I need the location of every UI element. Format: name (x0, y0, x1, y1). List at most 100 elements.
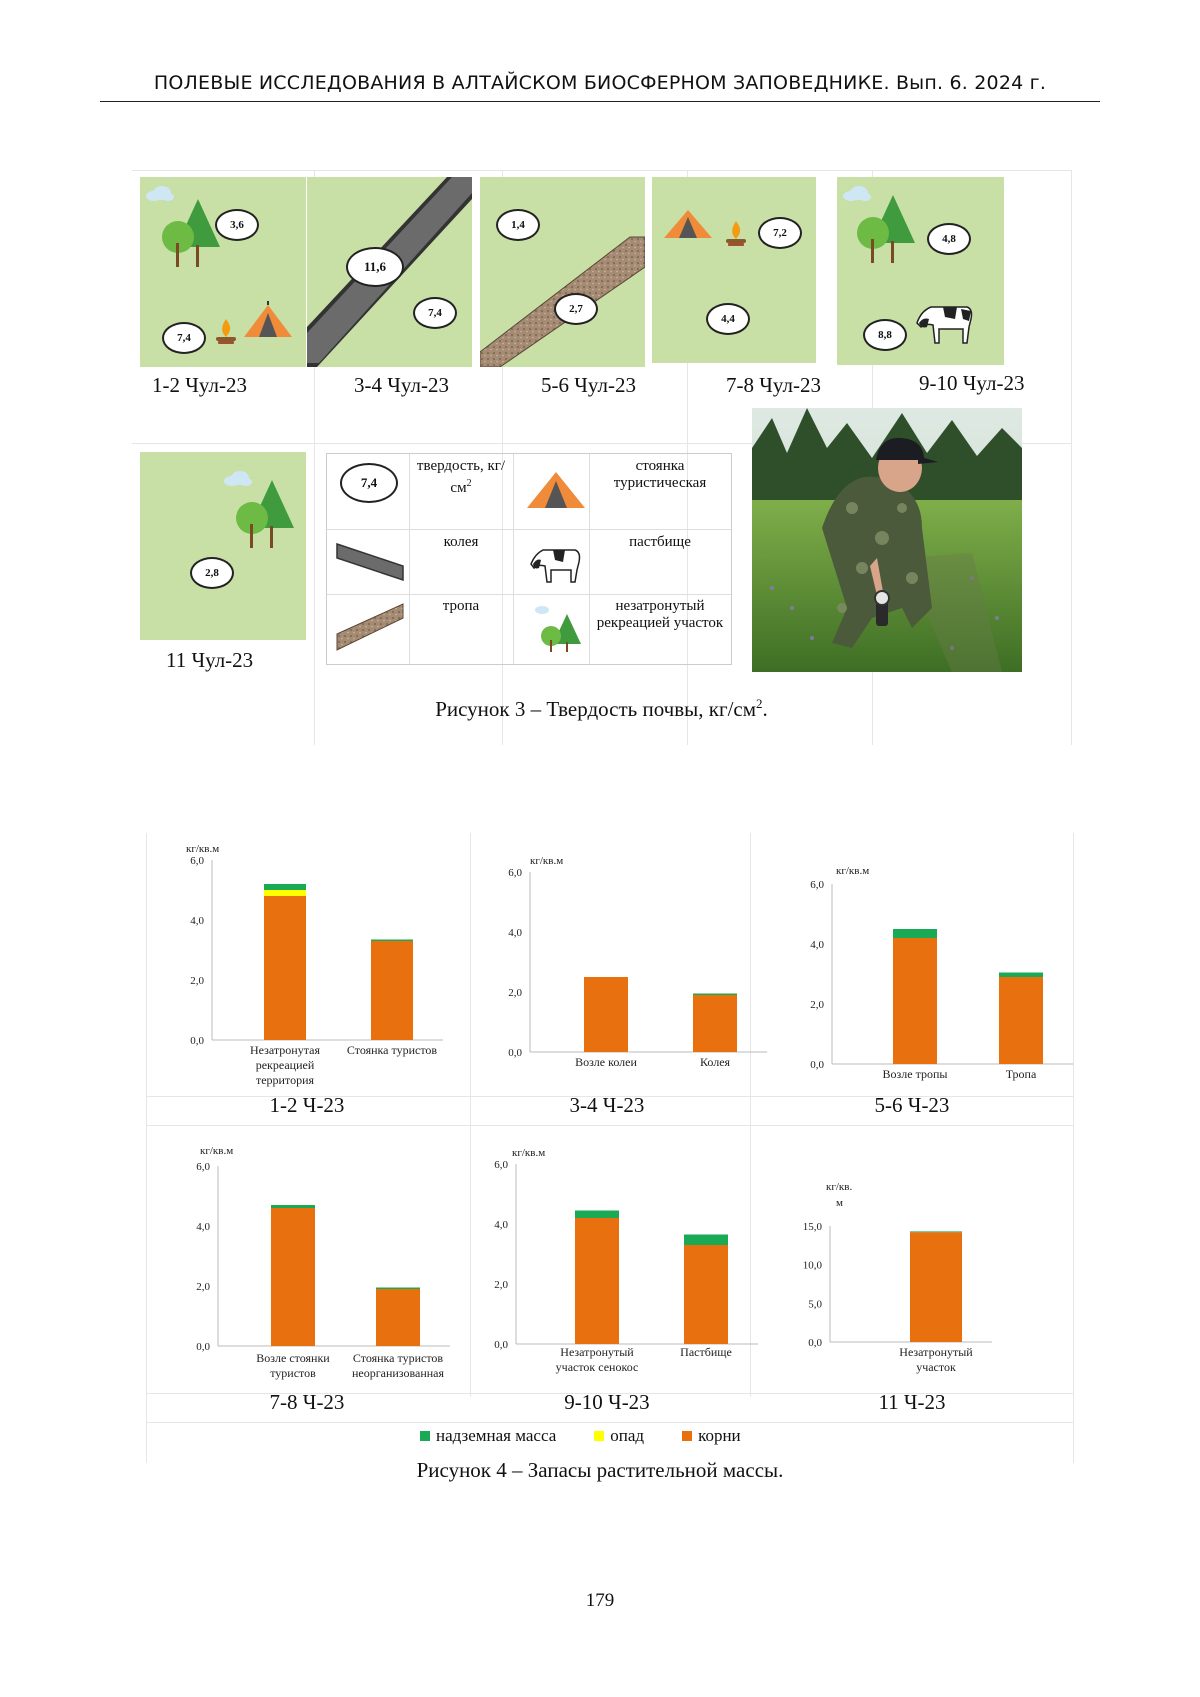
y-tick-label: 10,0 (803, 1260, 823, 1272)
y-tick-label: 6,0 (494, 1159, 508, 1171)
trail-icon (480, 177, 645, 367)
category-label: Колея (700, 1055, 731, 1069)
bar-segment (910, 1231, 962, 1232)
chart-title: 3-4 Ч-23 (507, 1093, 707, 1118)
chart-title: 1-2 Ч-23 (207, 1093, 407, 1118)
bar-segment (999, 977, 1043, 1064)
trees-icon (853, 195, 915, 265)
header-rule (100, 101, 1100, 102)
panel-11: 2,8 (140, 452, 306, 640)
legend-hardness-label: твердость, кг/см2 (409, 458, 513, 497)
bar-segment (271, 1208, 315, 1346)
bar-segment (264, 896, 306, 1040)
bar-chart: кг/кв.м0,02,04,06,0Незатронутаярекреацие… (186, 843, 443, 1087)
y-tick-label: 4,0 (810, 939, 824, 951)
bar-segment (584, 977, 628, 1052)
y-tick-label: 4,0 (508, 927, 522, 939)
legend-roots: корни (682, 1426, 741, 1446)
y-tick-label: 15,0 (803, 1221, 823, 1233)
bar-chart: кг/кв.м0,02,04,06,0Возле тропыТропа (810, 865, 1073, 1081)
legend-cow-icon (531, 542, 581, 584)
y-tick-label: 5,0 (808, 1298, 822, 1310)
figure3-legend: 7,4 твердость, кг/см2 колея тропа стоянк… (326, 453, 732, 665)
figure3-caption: Рисунок 3 – Твердость почвы, кг/см2. (132, 696, 1071, 722)
bar-segment (371, 940, 413, 942)
bar-segment (575, 1218, 619, 1344)
hardness-value: 2,8 (190, 557, 234, 589)
y-tick-label: 2,0 (494, 1279, 508, 1291)
hardness-value: 4,8 (927, 223, 971, 255)
category-label: Незатронутыйучасток (899, 1345, 973, 1374)
y-tick-label: 0,0 (190, 1035, 204, 1047)
category-label: Незатронутыйучасток сенокос (556, 1345, 639, 1374)
y-tick-label: 0,0 (808, 1337, 822, 1349)
chart-title: 5-6 Ч-23 (812, 1093, 1012, 1118)
cow-icon (917, 297, 975, 345)
y-tick-label: 4,0 (494, 1219, 508, 1231)
hardness-value: 4,4 (706, 303, 750, 335)
bar-segment (684, 1235, 728, 1246)
bar-segment (264, 890, 306, 896)
y-tick-label: 6,0 (810, 879, 824, 891)
panel-label: 7-8 Чул-23 (726, 373, 821, 398)
bar-segment (376, 1289, 420, 1346)
bar-segment (264, 884, 306, 890)
legend-swatch (594, 1431, 604, 1441)
legend-rut-label: колея (409, 534, 513, 551)
category-label: Возле тропы (883, 1067, 948, 1081)
y-tick-label: 2,0 (196, 1281, 210, 1293)
y-tick-label: 0,0 (810, 1059, 824, 1071)
bar-segment (684, 1245, 728, 1344)
hardness-value: 3,6 (215, 209, 259, 241)
campfire-icon (724, 219, 748, 247)
figure4-legend: надземная масса опад корни (420, 1426, 741, 1446)
y-tick-label: 0,0 (494, 1339, 508, 1351)
y-axis-unit: кг/кв.м (836, 865, 869, 877)
legend-swatch (420, 1431, 430, 1441)
bar-segment (371, 941, 413, 1040)
y-tick-label: 2,0 (190, 975, 204, 987)
legend-hardness-sample: 7,4 (340, 463, 398, 503)
figure4-caption: Рисунок 4 – Запасы растительной массы. (0, 1458, 1200, 1483)
hardness-value: 7,4 (162, 322, 206, 354)
field-photo (752, 408, 1022, 672)
bar-segment (999, 973, 1043, 978)
hardness-value: 11,6 (346, 247, 404, 287)
bar-segment (693, 995, 737, 1052)
bar-chart: кг/кв.м0,05,010,015,0Незатронутыйучасток (803, 1181, 992, 1374)
figure-3: 3,6 7,4 11,6 7,4 1,4 2,7 7,2 4,4 4,8 8,8… (132, 170, 1071, 745)
category-label: Возле стоянкитуристов (256, 1351, 330, 1380)
bar-segment (893, 929, 937, 938)
panel-3-4: 11,6 7,4 (307, 177, 472, 367)
legend-untouched-icon (533, 604, 581, 652)
trees-icon (158, 199, 220, 269)
trees-icon (232, 480, 294, 550)
panel-9-10: 4,8 8,8 (837, 177, 1004, 365)
legend-trail-label: тропа (409, 598, 513, 615)
y-tick-label: 6,0 (196, 1161, 210, 1173)
y-axis-unit: кг/кв. (826, 1181, 852, 1193)
chart-title: 7-8 Ч-23 (207, 1390, 407, 1415)
category-label: Пастбище (680, 1345, 732, 1359)
bar-chart: кг/кв.м0,02,04,06,0Возле колеиКолея (508, 855, 767, 1069)
legend-swatch (682, 1431, 692, 1441)
category-label: Стоянка туристовнеорганизованная (352, 1351, 445, 1380)
hardness-value: 2,7 (554, 293, 598, 325)
hardness-value: 8,8 (863, 319, 907, 351)
tent-icon (664, 210, 712, 238)
y-axis-unit: кг/кв.м (186, 843, 219, 855)
y-tick-label: 0,0 (508, 1047, 522, 1059)
category-label: Стоянка туристов (347, 1043, 438, 1057)
panel-label: 3-4 Чул-23 (354, 373, 449, 398)
chart-title: 9-10 Ч-23 (507, 1390, 707, 1415)
legend-tent-icon (527, 472, 585, 508)
y-tick-label: 4,0 (196, 1221, 210, 1233)
y-axis-unit: кг/кв.м (200, 1145, 233, 1157)
panel-5-6: 1,4 2,7 (480, 177, 645, 367)
hardness-value: 1,4 (496, 209, 540, 241)
page-number: 179 (0, 1590, 1200, 1612)
y-tick-label: 4,0 (190, 915, 204, 927)
bar-segment (575, 1211, 619, 1219)
y-axis-unit: кг/кв.м (512, 1147, 545, 1159)
category-label: Возле колеи (575, 1055, 637, 1069)
